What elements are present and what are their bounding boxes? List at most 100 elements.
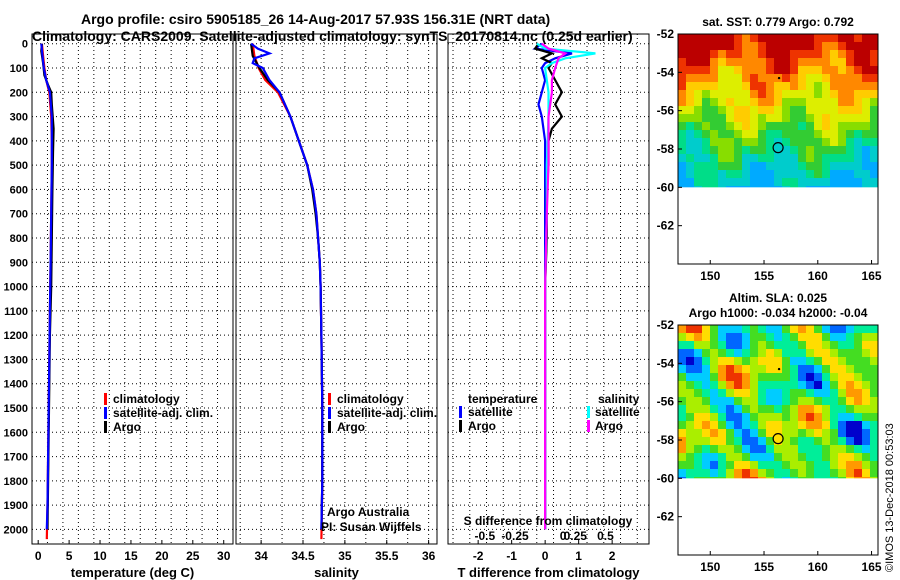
sla-map-cell [798, 333, 806, 341]
sla-map-cell [774, 413, 782, 421]
sla-map-cell [838, 373, 846, 381]
sla-map-cell [782, 413, 790, 421]
sla-map-cell [750, 373, 758, 381]
sla-map-cell [734, 429, 742, 437]
diff-legend-salinity-title: salinity [598, 392, 640, 406]
sla-map-cell [870, 445, 878, 453]
sst-map-cell [702, 138, 710, 146]
sla-map-cell [862, 349, 870, 357]
sst-map-cell [694, 98, 702, 106]
diff-legend-right-label: Argo [595, 419, 623, 433]
sst-map-cell [782, 154, 790, 162]
sla-map-cell [726, 389, 734, 397]
sst-map-cell [798, 178, 806, 186]
diff-legend-left-swatch [459, 420, 462, 432]
sst-map-cell [774, 58, 782, 66]
sla-map-cell [814, 421, 822, 429]
sst-map-cell [702, 122, 710, 130]
sst-map-cell [846, 98, 854, 106]
sla-map-cell [790, 469, 798, 477]
sla-map-cell [822, 405, 830, 413]
sla-map-cell [854, 381, 862, 389]
sla-map-cell [718, 477, 726, 479]
depth-tick-label: 1500 [4, 403, 28, 415]
sst-map-cell [774, 138, 782, 146]
sst-map-y-tick-label: -58 [657, 142, 675, 156]
sst-map-cell [774, 178, 782, 186]
sst-map-cell [686, 154, 694, 162]
diff-legend-right-swatch [587, 406, 590, 418]
sla-map-cell [694, 453, 702, 461]
sla-map-cell [790, 381, 798, 389]
depth-tick-label: 1300 [4, 354, 28, 366]
sla-map-cell [694, 365, 702, 373]
sla-map-cell [694, 341, 702, 349]
sla-map-cell [854, 429, 862, 437]
sst-map-cell [822, 138, 830, 146]
sst-map-cell [742, 66, 750, 74]
sst-map-cell [766, 114, 774, 122]
sla-map-cell [814, 477, 822, 479]
sst-map-cell [758, 146, 766, 154]
sst-map-cell [862, 138, 870, 146]
sla-map-cell [678, 373, 686, 381]
sst-map-cell [846, 122, 854, 130]
temperature-x-tick-label: 5 [66, 549, 73, 563]
sst-map-cell [686, 58, 694, 66]
sla-map-cell [830, 429, 838, 437]
sst-map-cell [822, 58, 830, 66]
sst-map-cell [766, 66, 774, 74]
sla-map-cell [726, 437, 734, 445]
sla-map-cell [790, 445, 798, 453]
sla-map-cell [702, 477, 710, 479]
sst-map-float-dot [777, 76, 781, 80]
sst-map-cell [790, 138, 798, 146]
sla-map-cell [742, 365, 750, 373]
sla-map-cell [726, 333, 734, 341]
sla-map-cell [862, 421, 870, 429]
sst-map-cell [694, 178, 702, 186]
sst-map-cell [694, 130, 702, 138]
sst-map-cell [742, 58, 750, 66]
sla-map-cell [846, 373, 854, 381]
sst-map-cell [854, 122, 862, 130]
sla-map-cell [806, 437, 814, 445]
sst-map-cell [694, 106, 702, 114]
sst-map-cell [742, 98, 750, 106]
sla-map-cell [862, 325, 870, 333]
depth-tick-label: 0 [22, 39, 28, 51]
sla-map-cell [790, 405, 798, 413]
sst-map-cell [798, 42, 806, 50]
sla-map-cell [830, 461, 838, 469]
sla-map-cell [782, 461, 790, 469]
sla-map-cell [806, 413, 814, 421]
sla-map-cell [830, 445, 838, 453]
diff-secondary-tick-label: -0.5 [475, 529, 496, 543]
sla-map-cell [710, 373, 718, 381]
sst-map-cell [830, 178, 838, 186]
sla-map-cell [686, 349, 694, 357]
sla-map-cell [694, 421, 702, 429]
salinity-plot-frame [235, 33, 438, 545]
sla-map-cell [830, 333, 838, 341]
difference-x-tick-label: -1 [506, 549, 517, 563]
sst-map-cell [814, 162, 822, 170]
sst-map-cell [782, 98, 790, 106]
sst-map-cell [702, 186, 710, 188]
temperature-legend-label: climatology [113, 392, 180, 406]
sst-map-cell [838, 98, 846, 106]
sst-map-cell [686, 74, 694, 82]
sla-map-cell [798, 461, 806, 469]
depth-tick-label: 500 [10, 160, 28, 172]
sla-map-cell [798, 421, 806, 429]
sst-map-x-tick-label: 160 [808, 269, 828, 283]
sst-map-cell [782, 42, 790, 50]
sst-map-cell [830, 98, 838, 106]
sst-map-cell [862, 186, 870, 188]
sla-map-cell [862, 429, 870, 437]
sla-map-cell [854, 357, 862, 365]
sla-map-cell [838, 477, 846, 479]
sla-map-cell [678, 445, 686, 453]
sst-map-cell [830, 74, 838, 82]
sla-map-cell [702, 429, 710, 437]
